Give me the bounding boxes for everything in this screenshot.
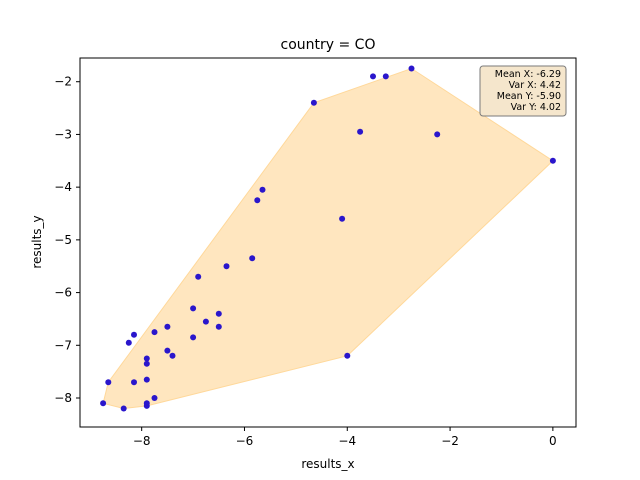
stats-box-background bbox=[479, 65, 567, 117]
x-tick-label: −2 bbox=[441, 434, 459, 448]
data-point-10 bbox=[143, 402, 150, 409]
data-point-8 bbox=[143, 376, 150, 383]
x-tick-label: −4 bbox=[338, 434, 356, 448]
data-point-19 bbox=[202, 318, 209, 325]
data-point-13 bbox=[164, 323, 171, 330]
data-point-29 bbox=[357, 128, 364, 135]
data-point-34 bbox=[549, 157, 556, 164]
data-point-16 bbox=[190, 305, 197, 312]
data-point-14 bbox=[164, 347, 171, 354]
y-tick-label: −5 bbox=[54, 233, 72, 247]
stats-var-x: Var X: 4.42 bbox=[509, 80, 561, 91]
x-axis: −8 −6 −4 −2 0 bbox=[133, 427, 557, 448]
plot-area bbox=[79, 57, 577, 428]
data-point-7 bbox=[143, 360, 150, 367]
data-point-31 bbox=[382, 73, 389, 80]
stats-mean-x: Mean X: -6.29 bbox=[495, 69, 561, 80]
data-point-3 bbox=[125, 339, 132, 346]
data-point-26 bbox=[310, 99, 317, 106]
data-point-25 bbox=[259, 186, 266, 193]
x-tick-label: −6 bbox=[236, 434, 254, 448]
data-point-1 bbox=[105, 379, 112, 386]
stats-box: Mean X: -6.29 Var X: 4.42 Mean Y: -5.90 … bbox=[479, 65, 567, 117]
data-point-24 bbox=[254, 197, 261, 204]
data-point-20 bbox=[215, 310, 222, 317]
y-tick-label: −4 bbox=[54, 180, 72, 194]
y-tick-label: −6 bbox=[54, 286, 72, 300]
data-point-23 bbox=[249, 255, 256, 262]
data-point-27 bbox=[339, 215, 346, 222]
data-point-22 bbox=[223, 263, 230, 270]
stats-var-y: Var Y: 4.02 bbox=[511, 102, 561, 113]
x-tick-label: 0 bbox=[549, 434, 557, 448]
y-tick-label: −2 bbox=[54, 75, 72, 89]
data-point-15 bbox=[169, 352, 176, 359]
y-tick-label: −8 bbox=[54, 391, 72, 405]
data-point-0 bbox=[100, 400, 107, 407]
x-axis-label: results_x bbox=[301, 457, 354, 471]
data-point-11 bbox=[151, 329, 158, 336]
data-point-4 bbox=[131, 331, 137, 338]
data-point-17 bbox=[190, 334, 197, 341]
data-point-32 bbox=[408, 65, 415, 72]
data-point-2 bbox=[120, 405, 127, 412]
data-point-28 bbox=[344, 352, 351, 359]
points-layer bbox=[100, 65, 556, 412]
data-point-21 bbox=[215, 323, 222, 330]
data-point-18 bbox=[195, 273, 202, 280]
x-tick-label: −8 bbox=[133, 434, 151, 448]
data-point-33 bbox=[434, 131, 441, 138]
y-axis: −8 −7 −6 −5 −4 −3 −2 bbox=[54, 75, 80, 405]
y-axis-label: results_y bbox=[30, 215, 44, 268]
data-point-30 bbox=[370, 73, 376, 80]
y-tick-label: −7 bbox=[54, 338, 72, 352]
stats-mean-y: Mean Y: -5.90 bbox=[497, 91, 561, 102]
plot-frame bbox=[79, 57, 577, 428]
data-point-5 bbox=[131, 379, 137, 386]
data-point-6 bbox=[143, 355, 150, 362]
data-point-12 bbox=[151, 395, 158, 401]
y-tick-label: −3 bbox=[54, 127, 72, 141]
chart-title: country = CO bbox=[281, 37, 376, 53]
